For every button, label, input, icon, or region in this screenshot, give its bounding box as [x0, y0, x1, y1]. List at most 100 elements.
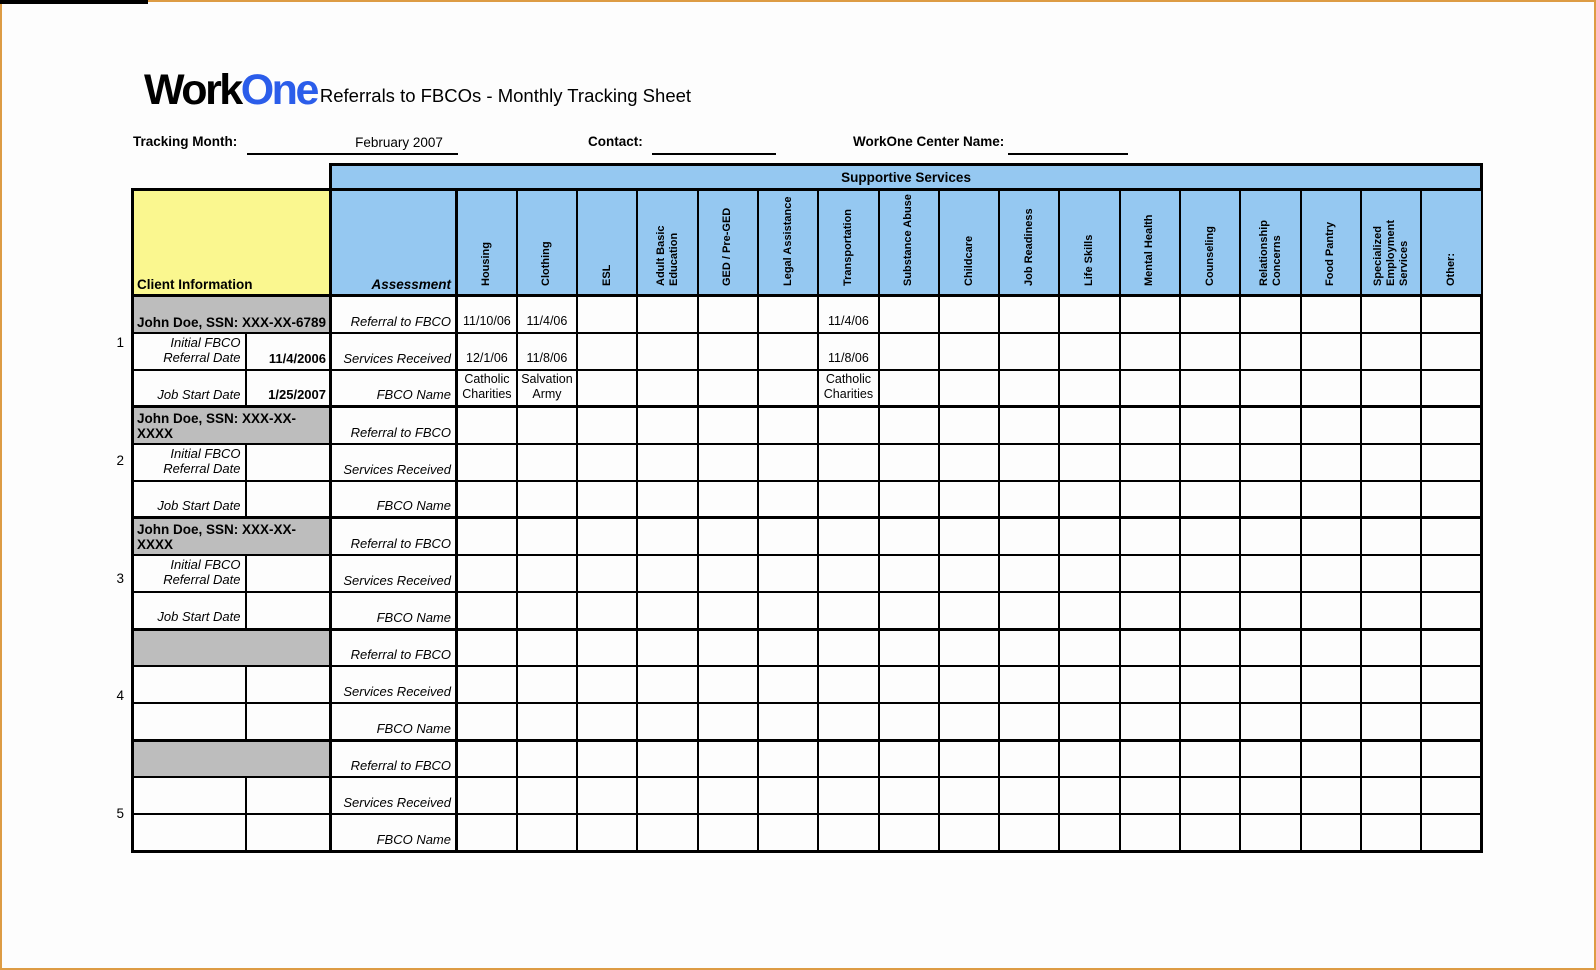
- service-cell[interactable]: [1359, 738, 1423, 779]
- service-cell[interactable]: [515, 591, 579, 631]
- service-cell[interactable]: [1058, 776, 1121, 816]
- service-cell[interactable]: [1179, 591, 1242, 631]
- service-cell[interactable]: [455, 516, 518, 556]
- service-cell[interactable]: [1359, 479, 1423, 519]
- service-cell[interactable]: [576, 294, 639, 334]
- service-cell[interactable]: [877, 702, 940, 742]
- service-cell[interactable]: [1359, 776, 1423, 816]
- service-cell[interactable]: [1239, 294, 1302, 334]
- service-cell[interactable]: [817, 516, 880, 556]
- service-cell[interactable]: [1058, 627, 1121, 668]
- service-cell[interactable]: [1118, 627, 1182, 668]
- service-cell[interactable]: [1058, 479, 1121, 519]
- service-cell[interactable]: [696, 627, 759, 668]
- service-cell[interactable]: [576, 738, 639, 779]
- service-cell[interactable]: [998, 776, 1061, 816]
- service-cell[interactable]: [1359, 442, 1423, 482]
- service-cell[interactable]: [1118, 702, 1182, 742]
- service-cell[interactable]: [998, 591, 1061, 631]
- service-cell[interactable]: [636, 294, 699, 334]
- service-cell[interactable]: [455, 702, 518, 742]
- service-cell[interactable]: [1179, 405, 1242, 445]
- service-cell[interactable]: [817, 702, 880, 742]
- service-cell[interactable]: [1299, 553, 1362, 594]
- service-cell[interactable]: [1179, 627, 1242, 668]
- service-cell[interactable]: [515, 665, 579, 705]
- service-cell[interactable]: [998, 516, 1061, 556]
- service-cell[interactable]: [937, 294, 1001, 334]
- service-cell[interactable]: [937, 553, 1001, 594]
- service-cell[interactable]: [1118, 553, 1182, 594]
- service-cell[interactable]: [696, 516, 759, 556]
- service-cell[interactable]: [576, 702, 639, 742]
- client-field-value[interactable]: [244, 479, 332, 519]
- service-cell[interactable]: [817, 553, 880, 594]
- service-cell[interactable]: [937, 442, 1001, 482]
- service-cell[interactable]: [756, 479, 820, 519]
- service-cell[interactable]: [1179, 813, 1242, 853]
- service-cell[interactable]: [877, 479, 940, 519]
- service-cell[interactable]: [937, 776, 1001, 816]
- service-cell[interactable]: [756, 738, 820, 779]
- service-cell[interactable]: [1239, 442, 1302, 482]
- service-cell[interactable]: [1359, 665, 1423, 705]
- service-cell[interactable]: [1299, 331, 1362, 371]
- service-cell[interactable]: [1420, 813, 1484, 853]
- service-cell[interactable]: [1299, 738, 1362, 779]
- service-cell[interactable]: [636, 368, 699, 408]
- service-cell[interactable]: [1179, 368, 1242, 408]
- service-cell[interactable]: 11/8/06: [515, 331, 579, 371]
- service-cell[interactable]: [937, 405, 1001, 445]
- service-cell[interactable]: [1299, 294, 1362, 334]
- service-cell[interactable]: [998, 442, 1061, 482]
- service-cell[interactable]: [1299, 813, 1362, 853]
- client-field-value[interactable]: [244, 665, 332, 705]
- service-cell[interactable]: [1179, 738, 1242, 779]
- service-cell[interactable]: [1118, 294, 1182, 334]
- service-cell[interactable]: [817, 442, 880, 482]
- service-cell[interactable]: [576, 405, 639, 445]
- service-cell[interactable]: [636, 627, 699, 668]
- service-cell[interactable]: [1058, 516, 1121, 556]
- client-name-cell[interactable]: [131, 627, 332, 668]
- service-cell[interactable]: [817, 479, 880, 519]
- service-cell[interactable]: [696, 813, 759, 853]
- service-cell[interactable]: [1239, 665, 1302, 705]
- service-cell[interactable]: [1420, 331, 1484, 371]
- service-cell[interactable]: [1239, 591, 1302, 631]
- service-cell[interactable]: [636, 516, 699, 556]
- service-cell[interactable]: [455, 591, 518, 631]
- service-cell[interactable]: [1118, 516, 1182, 556]
- service-cell[interactable]: Catholic Charities: [455, 368, 518, 408]
- service-cell[interactable]: [1118, 479, 1182, 519]
- service-cell[interactable]: [636, 813, 699, 853]
- service-cell[interactable]: [998, 294, 1061, 334]
- service-cell[interactable]: [1420, 405, 1484, 445]
- service-cell[interactable]: [1359, 405, 1423, 445]
- service-cell[interactable]: [756, 294, 820, 334]
- service-cell[interactable]: [1299, 442, 1362, 482]
- service-cell[interactable]: [636, 479, 699, 519]
- service-cell[interactable]: [696, 368, 759, 408]
- service-cell[interactable]: [877, 591, 940, 631]
- service-cell[interactable]: [1179, 516, 1242, 556]
- service-cell[interactable]: [756, 331, 820, 371]
- service-cell[interactable]: [515, 627, 579, 668]
- service-cell[interactable]: [1058, 738, 1121, 779]
- service-cell[interactable]: [756, 591, 820, 631]
- service-cell[interactable]: [1239, 738, 1302, 779]
- service-cell[interactable]: [1058, 294, 1121, 334]
- service-cell[interactable]: [696, 702, 759, 742]
- service-cell[interactable]: [817, 591, 880, 631]
- service-cell[interactable]: [696, 665, 759, 705]
- service-cell[interactable]: [636, 442, 699, 482]
- service-cell[interactable]: [937, 516, 1001, 556]
- service-cell[interactable]: [1420, 738, 1484, 779]
- service-cell[interactable]: [756, 516, 820, 556]
- service-cell[interactable]: [817, 665, 880, 705]
- client-name-cell[interactable]: John Doe, SSN: XXX-XX-XXXX: [131, 405, 332, 445]
- service-cell[interactable]: 11/4/06: [515, 294, 579, 334]
- service-cell[interactable]: [636, 553, 699, 594]
- service-cell[interactable]: [1299, 665, 1362, 705]
- service-cell[interactable]: [636, 405, 699, 445]
